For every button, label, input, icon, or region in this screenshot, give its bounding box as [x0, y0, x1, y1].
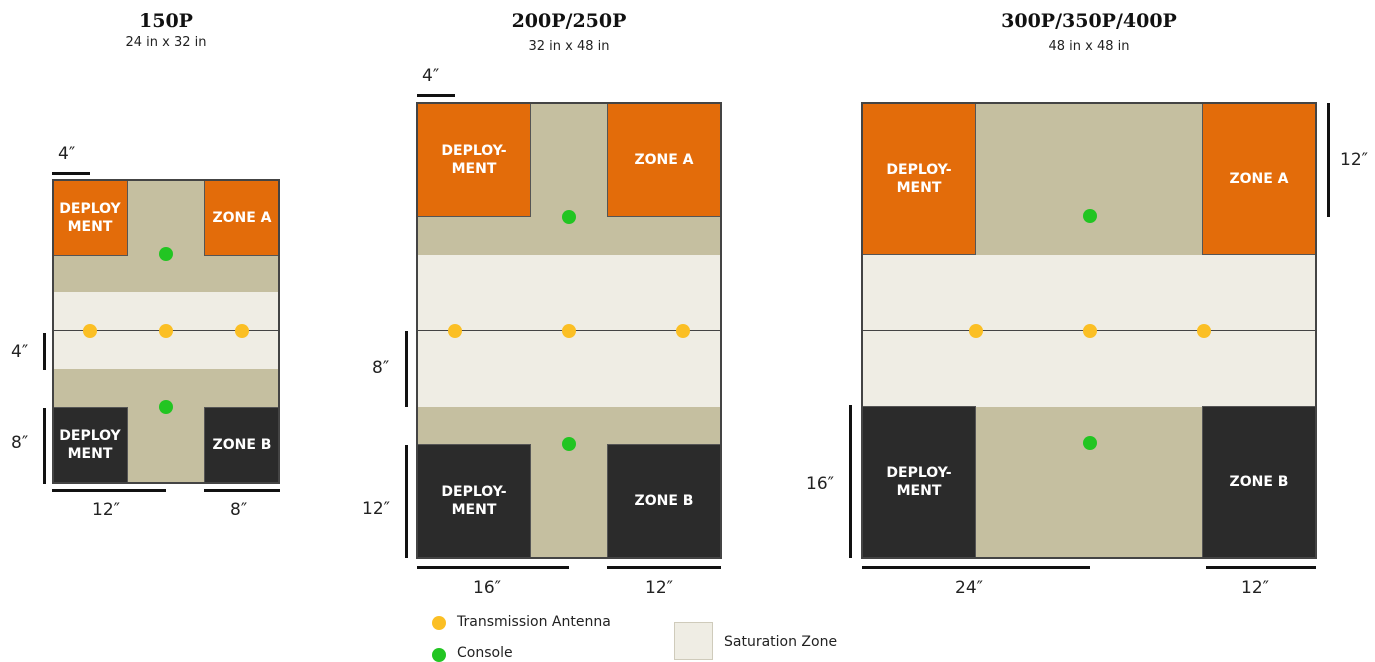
dimension-bar	[405, 445, 408, 558]
transmission-antenna	[159, 324, 173, 338]
saturation-legend-label: Saturation Zone	[724, 634, 838, 650]
panel-200p-size: 32 in x 48 in	[528, 39, 610, 54]
panel-200p-title: 200P/250P	[511, 10, 627, 32]
transmission-antenna	[1197, 324, 1211, 338]
dimension-label: 8″	[372, 358, 390, 378]
zone-a: ZONE A	[204, 180, 280, 256]
dimension-bar	[43, 408, 46, 484]
dimension-label: 4″	[58, 144, 76, 164]
dimension-bar	[862, 566, 1090, 569]
dimension-bar	[204, 489, 280, 492]
panel-300p-size: 48 in x 48 in	[1048, 39, 1130, 54]
dimension-bar	[1327, 103, 1330, 217]
dimension-label: 4″	[422, 66, 440, 86]
transmission-antenna	[676, 324, 690, 338]
dimension-bar	[417, 566, 569, 569]
panel-150p-size: 24 in x 32 in	[125, 35, 207, 50]
antenna-legend-label: Transmission Antenna	[457, 614, 611, 630]
zone-b: ZONE B	[607, 444, 721, 558]
zone-b: ZONE B	[204, 407, 280, 483]
deployment-zone-bottom: DEPLOY MENT	[52, 407, 128, 483]
board-outline	[52, 179, 280, 484]
dimension-bar	[1206, 566, 1316, 569]
antenna-legend-swatch	[432, 616, 446, 630]
deployment-zone-bottom: DEPLOY- MENT	[417, 444, 531, 558]
console	[1083, 436, 1097, 450]
panel-300p-title: 300P/350P/400P	[1001, 10, 1177, 32]
console	[562, 437, 576, 451]
dimension-bar	[43, 333, 46, 370]
dimension-label: 8″	[11, 433, 29, 453]
transmission-antenna	[83, 324, 97, 338]
transmission-antenna	[235, 324, 249, 338]
dimension-label: 12″	[1340, 150, 1368, 170]
zone-a: ZONE A	[1202, 103, 1316, 255]
board-outline	[416, 102, 722, 559]
dimension-label: 16″	[806, 474, 834, 494]
dimension-label: 4″	[11, 342, 29, 362]
console	[562, 210, 576, 224]
transmission-antenna	[1083, 324, 1097, 338]
console-legend-swatch	[432, 648, 446, 662]
transmission-antenna	[969, 324, 983, 338]
deployment-zone-top: DEPLOY- MENT	[862, 103, 976, 255]
panel-150p-title: 150P	[139, 10, 193, 32]
dimension-bar	[405, 331, 408, 407]
dimension-label: 16″	[473, 578, 501, 598]
dimension-bar	[607, 566, 721, 569]
dimension-label: 12″	[1241, 578, 1269, 598]
dimension-label: 12″	[92, 500, 120, 520]
deployment-zone-bottom: DEPLOY- MENT	[862, 406, 976, 558]
dimension-bar	[52, 172, 90, 175]
console	[159, 247, 173, 261]
saturation-legend-swatch	[674, 622, 713, 660]
transmission-antenna	[448, 324, 462, 338]
board-outline	[861, 102, 1317, 559]
dimension-bar	[849, 405, 852, 558]
dimension-label: 8″	[230, 500, 248, 520]
dimension-label: 12″	[645, 578, 673, 598]
dimension-label: 24″	[955, 578, 983, 598]
transmission-antenna	[562, 324, 576, 338]
dimension-bar	[52, 489, 166, 492]
console	[1083, 209, 1097, 223]
zone-b: ZONE B	[1202, 406, 1316, 558]
console	[159, 400, 173, 414]
dimension-label: 12″	[362, 499, 390, 519]
zone-a: ZONE A	[607, 103, 721, 217]
console-legend-label: Console	[457, 645, 513, 661]
dimension-bar	[417, 94, 455, 97]
